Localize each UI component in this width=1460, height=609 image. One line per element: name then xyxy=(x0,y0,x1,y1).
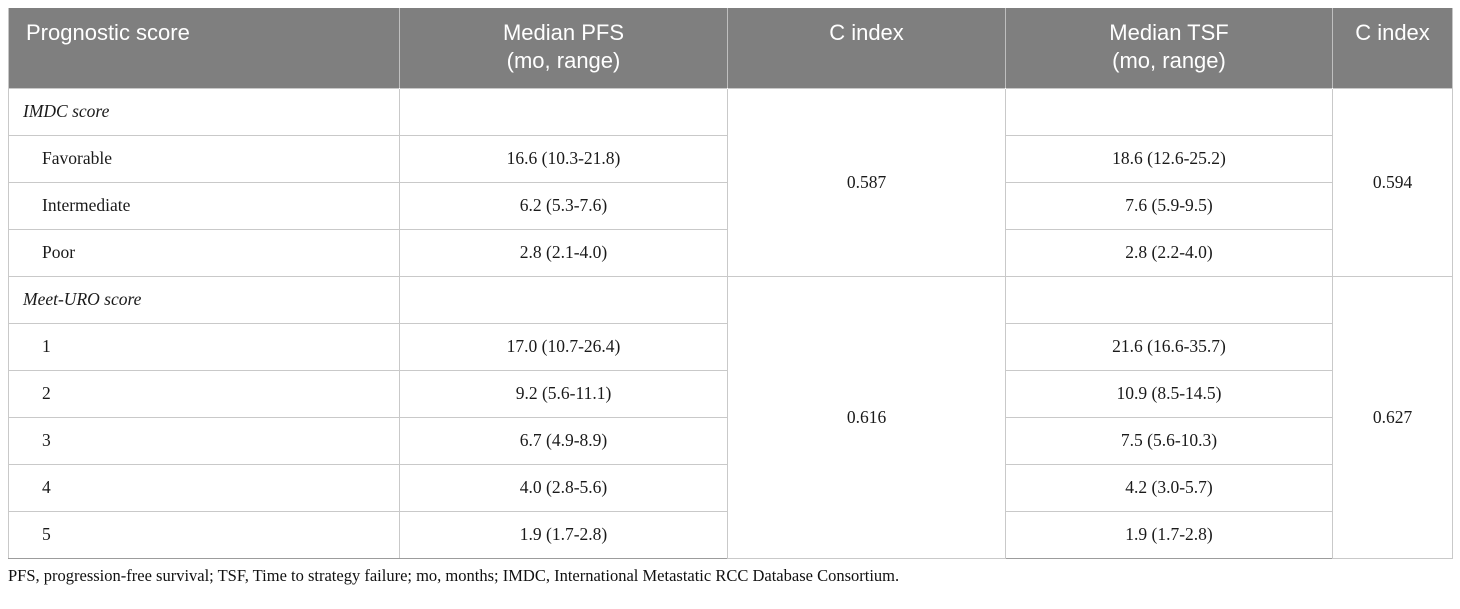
header-label: C index xyxy=(829,20,904,45)
pfs-value: 4.0 (2.8-5.6) xyxy=(399,463,728,512)
row-label: 3 xyxy=(8,416,400,465)
row-label: 5 xyxy=(8,510,400,559)
tsf-value: 18.6 (12.6-25.2) xyxy=(1005,134,1333,183)
empty-pfs-cell xyxy=(399,87,728,136)
header-label: Median TSF xyxy=(1109,20,1229,45)
pfs-value: 6.7 (4.9-8.9) xyxy=(399,416,728,465)
table-row: 1 17.0 (10.7-26.4) 21.6 (16.6-35.7) xyxy=(8,322,1453,371)
header-sublabel: (mo, range) xyxy=(506,48,621,73)
header-row: Prognostic score Median PFS (mo, range) … xyxy=(8,8,1453,88)
tsf-value: 10.9 (8.5-14.5) xyxy=(1005,369,1333,418)
section-header-row: IMDC score 0.587 0.594 xyxy=(8,87,1453,277)
row-label: 4 xyxy=(8,463,400,512)
row-label: 2 xyxy=(8,369,400,418)
pfs-value: 16.6 (10.3-21.8) xyxy=(399,134,728,183)
paper-table-figure: Prognostic score Median PFS (mo, range) … xyxy=(8,8,1453,585)
header-c-index-pfs: C index xyxy=(727,8,1006,88)
empty-pfs-cell xyxy=(399,275,728,324)
pfs-value: 9.2 (5.6-11.1) xyxy=(399,369,728,418)
row-label: Poor xyxy=(8,228,400,277)
pfs-c-index-value: 0.587 xyxy=(727,87,1006,277)
tsf-value: 4.2 (3.0-5.7) xyxy=(1005,463,1333,512)
table-row: 2 9.2 (5.6-11.1) 10.9 (8.5-14.5) xyxy=(8,369,1453,418)
empty-tsf-cell xyxy=(1005,87,1333,136)
tsf-value: 7.6 (5.9-9.5) xyxy=(1005,181,1333,230)
pfs-value: 1.9 (1.7-2.8) xyxy=(399,510,728,559)
table-row: Poor 2.8 (2.1-4.0) 2.8 (2.2-4.0) xyxy=(8,228,1453,277)
empty-tsf-cell xyxy=(1005,275,1333,324)
tsf-value: 1.9 (1.7-2.8) xyxy=(1005,510,1333,559)
pfs-value: 2.8 (2.1-4.0) xyxy=(399,228,728,277)
table-row: 4 4.0 (2.8-5.6) 4.2 (3.0-5.7) xyxy=(8,463,1453,512)
header-prognostic-score: Prognostic score xyxy=(8,8,400,88)
row-label: Favorable xyxy=(8,134,400,183)
section-name: Meet-URO score xyxy=(8,275,400,324)
pfs-value: 6.2 (5.3-7.6) xyxy=(399,181,728,230)
header-median-pfs: Median PFS (mo, range) xyxy=(399,8,728,88)
pfs-value: 17.0 (10.7-26.4) xyxy=(399,322,728,371)
header-sublabel: (mo, range) xyxy=(1112,48,1226,73)
header-label: Prognostic score xyxy=(26,20,190,45)
tsf-value: 21.6 (16.6-35.7) xyxy=(1005,322,1333,371)
header-median-tsf: Median TSF (mo, range) xyxy=(1005,8,1333,88)
row-label: Intermediate xyxy=(8,181,400,230)
table-body: IMDC score 0.587 0.594 Favorable 16.6 (10.3-… xyxy=(8,87,1453,559)
tsf-value: 2.8 (2.2-4.0) xyxy=(1005,228,1333,277)
section-header-row: Meet-URO score 0.616 0.627 xyxy=(8,275,1453,559)
row-label: 1 xyxy=(8,322,400,371)
tsf-value: 7.5 (5.6-10.3) xyxy=(1005,416,1333,465)
section-name: IMDC score xyxy=(8,87,400,136)
header-label: C index xyxy=(1355,20,1430,45)
pfs-c-index-value: 0.616 xyxy=(727,275,1006,559)
table-row: Intermediate 6.2 (5.3-7.6) 7.6 (5.9-9.5) xyxy=(8,181,1453,230)
header-label: Median PFS xyxy=(502,20,625,45)
tsf-c-index-value: 0.627 xyxy=(1332,275,1453,559)
table-header: Prognostic score Median PFS (mo, range) … xyxy=(8,8,1453,88)
tsf-c-index-value: 0.594 xyxy=(1332,87,1453,277)
header-c-index-tsf: C index xyxy=(1332,8,1453,88)
table-row: 3 6.7 (4.9-8.9) 7.5 (5.6-10.3) xyxy=(8,416,1453,465)
table-footnote: PFS, progression-free survival; TSF, Tim… xyxy=(8,565,900,585)
table-row: 5 1.9 (1.7-2.8) 1.9 (1.7-2.8) xyxy=(8,510,1453,559)
table-row: Favorable 16.6 (10.3-21.8) 18.6 (12.6-25.2… xyxy=(8,134,1453,183)
prognostic-score-table: Prognostic score Median PFS (mo, range) … xyxy=(8,8,1453,559)
